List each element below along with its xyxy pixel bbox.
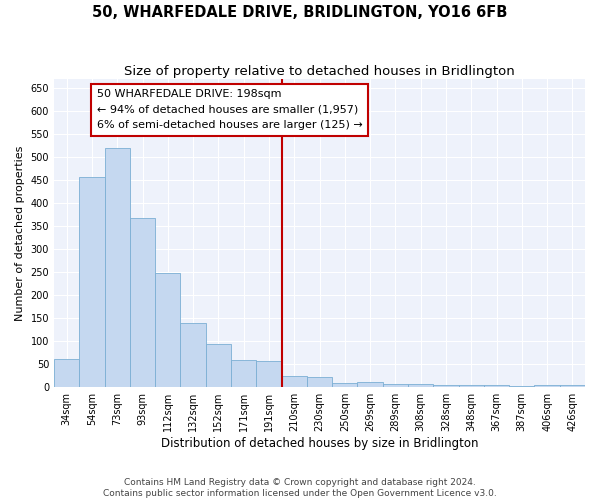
Bar [181,323,206,387]
Title: Size of property relative to detached houses in Bridlington: Size of property relative to detached ho… [124,65,515,78]
Bar [560,386,585,387]
Bar [433,385,458,387]
Bar [231,360,256,387]
Bar [307,377,332,387]
Bar [358,382,383,387]
Bar [54,358,79,387]
Text: Contains HM Land Registry data © Crown copyright and database right 2024.
Contai: Contains HM Land Registry data © Crown c… [103,478,497,498]
Bar [509,386,535,387]
Bar [332,382,358,387]
Bar [535,385,560,387]
Bar [281,376,307,387]
Bar [104,148,130,387]
Bar [155,273,181,387]
Bar [79,177,104,387]
Bar [484,386,509,387]
Bar [458,386,484,387]
Bar [383,384,408,387]
Bar [256,362,281,387]
Text: 50, WHARFEDALE DRIVE, BRIDLINGTON, YO16 6FB: 50, WHARFEDALE DRIVE, BRIDLINGTON, YO16 … [92,5,508,20]
Bar [206,344,231,387]
X-axis label: Distribution of detached houses by size in Bridlington: Distribution of detached houses by size … [161,437,478,450]
Bar [130,218,155,387]
Text: 50 WHARFEDALE DRIVE: 198sqm
← 94% of detached houses are smaller (1,957)
6% of s: 50 WHARFEDALE DRIVE: 198sqm ← 94% of det… [97,90,363,130]
Bar [408,384,433,387]
Y-axis label: Number of detached properties: Number of detached properties [15,146,25,321]
